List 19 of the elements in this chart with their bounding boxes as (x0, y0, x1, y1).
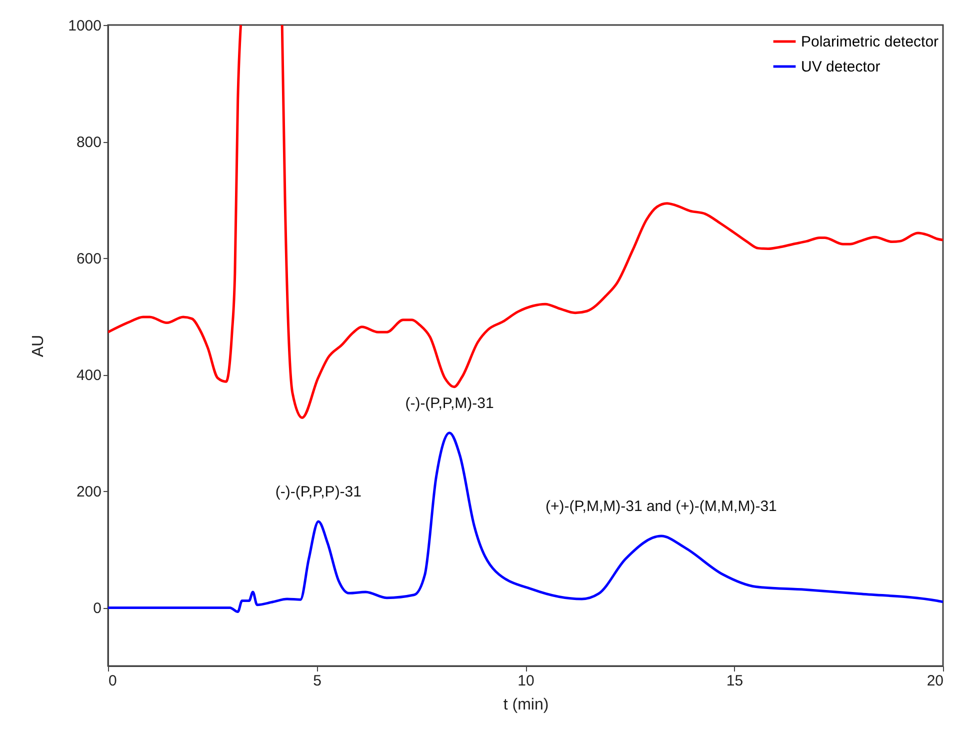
y-axis-title: AU (30, 334, 48, 358)
annotation: (-)-(P,P,M)-31 (405, 394, 494, 412)
y-tick-label: 600 (76, 250, 102, 268)
x-tick-label: 15 (726, 672, 744, 690)
x-tick-label: 5 (313, 672, 322, 690)
y-tick-label: 800 (76, 134, 102, 152)
x-tick-label: 0 (108, 672, 117, 690)
line-series (108, 432, 943, 614)
x-tick-label: 10 (518, 672, 534, 690)
legend-label: Polarimetric detector (801, 34, 939, 50)
legend-label: UV detector (801, 58, 880, 76)
annotation: (-)-(P,P,P)-31 (275, 483, 362, 500)
y-tick-label: 200 (76, 484, 102, 501)
x-axis-title: t (min) (503, 696, 549, 714)
y-tick-label: 0 (93, 600, 102, 618)
annotation: (+)-(P,M,M)-31 and (+)-(M,M,M)-31 (545, 498, 777, 516)
x-tick-label: 20 (926, 672, 944, 690)
y-tick-label: 1000 (68, 18, 102, 34)
y-tick-label: 400 (76, 367, 102, 384)
